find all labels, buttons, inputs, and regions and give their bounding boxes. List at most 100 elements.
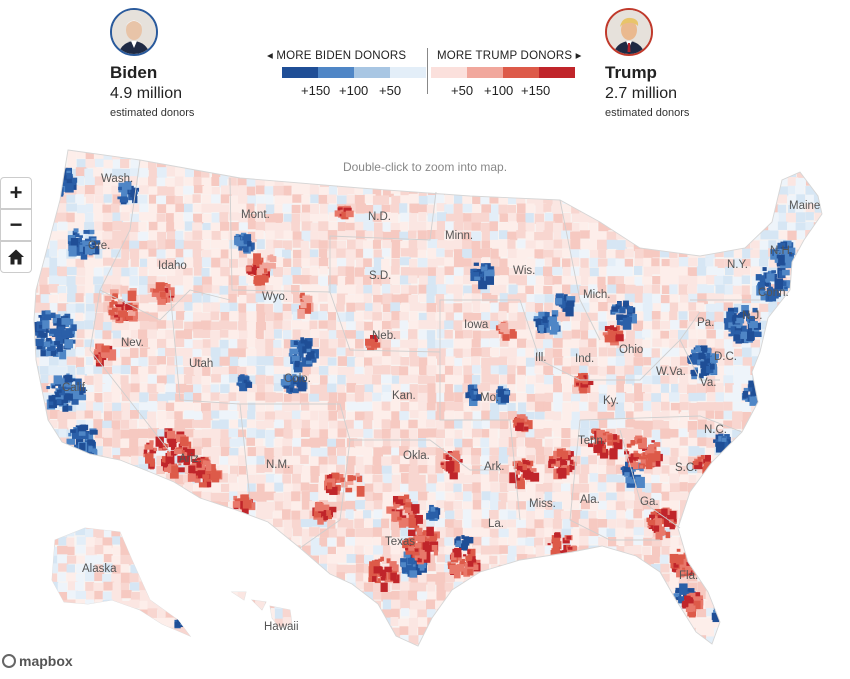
county-cell: [399, 177, 410, 188]
county-cell: [300, 186, 311, 195]
county-cell: [166, 222, 176, 233]
county-cell: [246, 348, 257, 358]
county-cell: [337, 312, 347, 323]
county-cell: [516, 591, 525, 600]
county-cell: [435, 374, 446, 383]
county-cell: [264, 384, 274, 396]
county-cell: [75, 213, 85, 224]
county-cell: [426, 303, 437, 313]
county-cell: [813, 582, 822, 593]
county-cell: [409, 338, 419, 349]
us-donor-map[interactable]: [0, 140, 850, 679]
county-cell: [427, 348, 438, 359]
county-cell: [139, 581, 150, 591]
county-cell: [409, 302, 421, 312]
county-cell: [679, 374, 690, 385]
county-cell: [481, 366, 492, 377]
county-cell: [84, 339, 96, 349]
county-cell: [66, 572, 77, 582]
county-cell: [786, 564, 795, 575]
county-cell: [435, 230, 445, 241]
county-cell: [238, 294, 248, 304]
county-cell: [138, 221, 147, 232]
county-cell: [255, 599, 265, 609]
county-cell: [156, 563, 167, 575]
county-cell: [157, 393, 169, 404]
county-cell: [175, 636, 186, 645]
county-cell: [400, 303, 410, 314]
county-cell: [301, 204, 312, 215]
county-cell: [382, 186, 394, 198]
county-cell: [399, 311, 409, 323]
county-cell: [238, 249, 249, 260]
county-cell: [166, 411, 178, 423]
county-cell: [544, 591, 553, 602]
county-cell: [580, 618, 590, 628]
county-cell: [237, 546, 248, 556]
county-cell: [354, 545, 364, 555]
county-cell: [346, 428, 358, 438]
county-cell: [165, 239, 176, 250]
county-cell: [175, 383, 187, 393]
county-cell: [292, 249, 303, 259]
county-cell: [688, 446, 700, 456]
county-cell: [796, 545, 807, 557]
county-cell: [652, 338, 663, 347]
county-cell: [247, 375, 257, 386]
county-cell: [373, 482, 384, 493]
county-cell: [580, 510, 589, 521]
county-cell: [202, 537, 213, 547]
county-cell: [652, 375, 661, 385]
county-cell: [192, 509, 202, 519]
county-cell: [427, 239, 438, 251]
county-cell: [750, 599, 761, 609]
county-cell: [391, 482, 402, 492]
county-cell: [579, 536, 590, 547]
county-cell: [795, 438, 805, 447]
county-cell: [786, 212, 797, 223]
county-cell: [301, 555, 311, 566]
county-cell: [516, 275, 528, 286]
county-cell: [615, 140, 623, 150]
county-cell: [777, 374, 787, 384]
county-cell: [544, 491, 556, 503]
county-cell: [156, 167, 167, 178]
county-cell: [120, 365, 131, 375]
county-cell: [615, 150, 626, 159]
county-cell: [651, 500, 660, 511]
county-cell: [130, 627, 141, 638]
county-cell: [633, 420, 645, 431]
county-cell: [229, 482, 239, 494]
county-cell: [363, 428, 373, 439]
county-cell: [255, 536, 265, 546]
county-cell: [714, 402, 724, 413]
county-cell: [732, 194, 741, 206]
county-cell: [760, 626, 770, 637]
county-cell: [417, 428, 429, 440]
county-cell: [787, 195, 798, 206]
county-cell: [706, 329, 718, 339]
county-cell: [264, 510, 273, 520]
county-cell: [291, 221, 300, 232]
county-cell: [778, 311, 788, 323]
county-cell: [462, 618, 473, 627]
county-cell: [121, 617, 132, 629]
county-cell: [706, 303, 716, 313]
county-cell: [463, 572, 473, 582]
county-cell: [346, 239, 357, 250]
county-cell: [184, 608, 195, 620]
county-cell: [616, 338, 627, 349]
county-cell: [373, 429, 384, 441]
county-cell: [201, 501, 211, 512]
county-cell: [129, 617, 139, 628]
county-cell: [543, 384, 555, 394]
county-cell: [94, 374, 105, 384]
county-cell: [570, 303, 581, 314]
county-cell: [34, 186, 41, 195]
county-cell: [669, 492, 679, 502]
county-cell: [714, 195, 723, 207]
county-cell: [669, 186, 679, 198]
county-cell: [345, 545, 354, 555]
county-cell: [202, 591, 212, 601]
county-cell: [256, 356, 266, 366]
